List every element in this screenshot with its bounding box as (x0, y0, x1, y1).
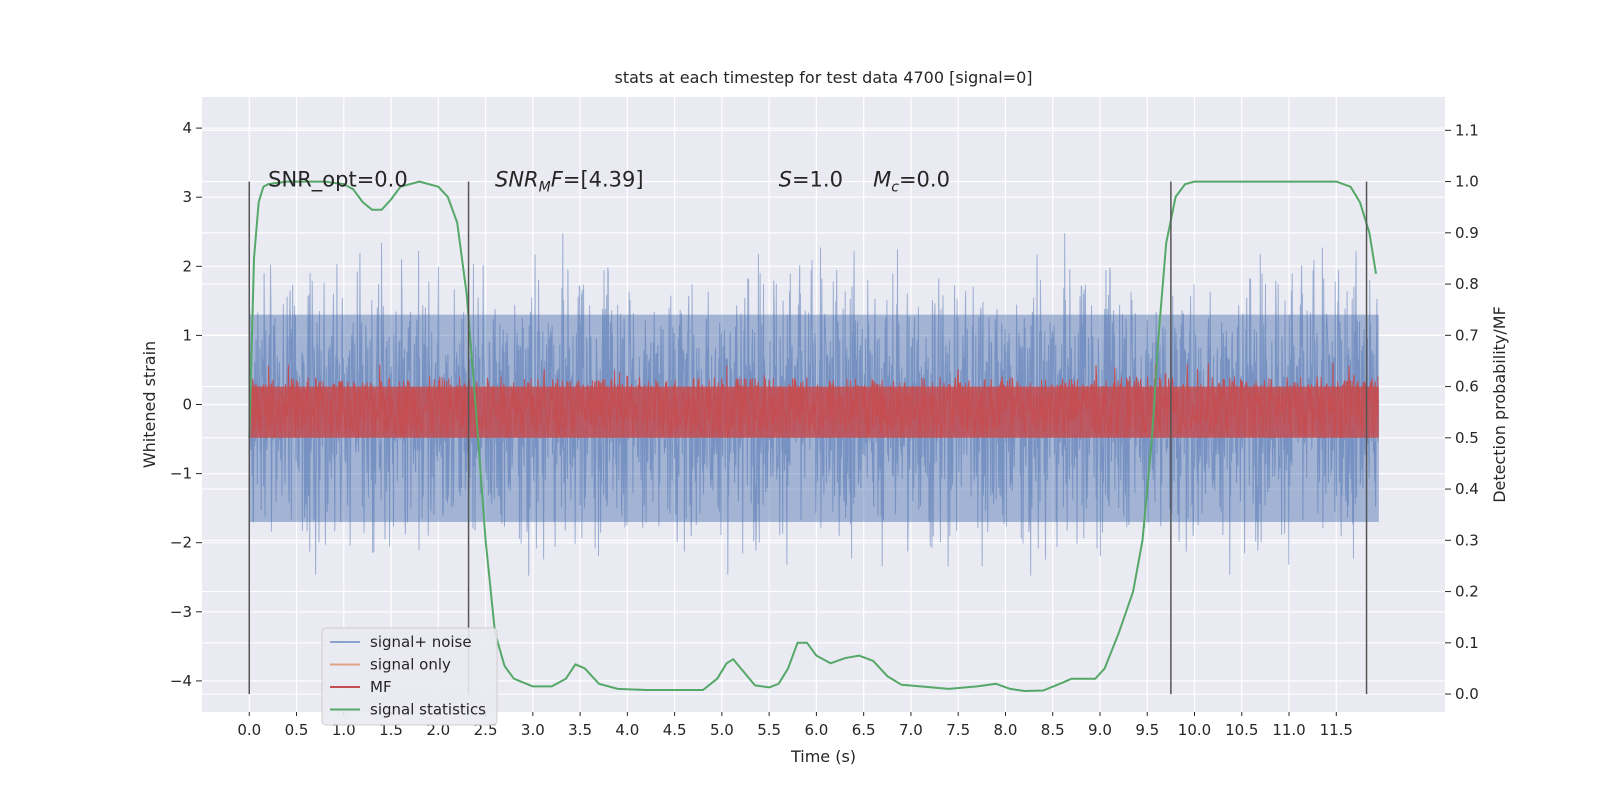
y2-tick-label: 1.1 (1455, 121, 1479, 139)
y2-tick-label: 0.2 (1455, 583, 1479, 601)
x-tick-label: 7.0 (899, 721, 923, 739)
x-tick-label: 8.5 (1041, 721, 1065, 739)
mc-value: =0.0 (899, 168, 950, 192)
legend-box (321, 627, 498, 726)
y-axis-title: Whitened strain (140, 341, 159, 468)
y-tick-label: −2 (170, 534, 192, 552)
mf-line (248, 362, 1379, 439)
y2-tick-label: 0.1 (1455, 634, 1479, 652)
vertical-markers (248, 181, 1368, 695)
x-axis-title: Time (s) (790, 747, 856, 766)
x-tick-label: 5.5 (757, 721, 781, 739)
annotation-snr-opt: SNR_opt=0.0 (268, 168, 408, 193)
snr-mf-subscript: M (539, 180, 551, 196)
legend-label: MF (370, 678, 392, 696)
y2-tick-label: 1.0 (1455, 173, 1479, 191)
snr-mf-tail: F (551, 168, 564, 192)
x-tick-label: 6.5 (852, 721, 876, 739)
legend: signal+ noise signal only MF signal statist… (321, 627, 498, 726)
annotation-s: S=1.0 (779, 168, 843, 192)
y2-tick-label: 0.3 (1455, 531, 1479, 549)
y2-tick-label: 0.8 (1455, 275, 1479, 293)
signal-statistics-line (248, 180, 1377, 692)
x-tick-label: 3.5 (568, 721, 592, 739)
signal-statistics-series (248, 180, 1377, 692)
y2-tick-label: 0.7 (1455, 326, 1479, 344)
x-tick-label: 4.0 (615, 721, 639, 739)
x-tick-label: 6.0 (804, 721, 828, 739)
x-tick-label: 7.5 (946, 721, 970, 739)
x-tick-label: 9.0 (1088, 721, 1112, 739)
y-tick-label: 2 (182, 257, 192, 275)
y-tick-label: −3 (170, 603, 192, 621)
legend-label: signal statistics (370, 701, 486, 719)
x-tick-label: 9.5 (1135, 721, 1159, 739)
y2-tick-label: 0.4 (1455, 480, 1479, 498)
x-tick-label: 3.0 (521, 721, 545, 739)
x-tick-label: 0.5 (285, 721, 309, 739)
x-tick-label: 10.5 (1225, 721, 1258, 739)
y-tick-label: 1 (182, 326, 192, 344)
snr-mf-value: =[4.39] (563, 168, 644, 192)
y2-axis-title: Detection probability/MF (1490, 306, 1509, 503)
y-tick-label: 3 (182, 188, 192, 206)
mc-name: M (873, 168, 891, 192)
annotation-snr-mf: SNRMF=[4.39] (495, 168, 644, 196)
x-tick-label: 5.0 (710, 721, 734, 739)
legend-label: signal only (370, 656, 451, 674)
annotation-mc: Mc=0.0 (873, 168, 950, 196)
mc-subscript: c (891, 180, 899, 196)
x-tick-label: 4.5 (663, 721, 687, 739)
x-tick-label: 0.0 (237, 721, 261, 739)
y2-tick-label: 0.5 (1455, 429, 1479, 447)
mf-series (248, 362, 1379, 439)
s-value: =1.0 (792, 168, 843, 192)
legend-label: signal+ noise (370, 633, 472, 651)
x-tick-label: 8.0 (994, 721, 1018, 739)
y-tick-label: −1 (170, 465, 192, 483)
x-tick-label: 11.0 (1272, 721, 1305, 739)
y2-tick-label: 0.9 (1455, 224, 1479, 242)
axes: 0.0 0.5 1.0 1.5 2.0 2.5 3.0 3.5 4.0 4.5 5.0 5.5 6.0 6… (170, 119, 1479, 739)
x-tick-label: 10.0 (1178, 721, 1211, 739)
chart-title: stats at each timestep for test data 470… (614, 68, 1032, 87)
y2-tick-label: 0.0 (1455, 685, 1479, 703)
s-name: S (779, 168, 792, 192)
x-tick-label: 11.5 (1320, 721, 1353, 739)
y-tick-label: 4 (182, 119, 192, 137)
y-tick-label: 0 (182, 396, 192, 414)
y-tick-label: −4 (170, 672, 192, 690)
y2-tick-label: 0.6 (1455, 378, 1479, 396)
snr-mf-name: SNR (495, 168, 539, 192)
